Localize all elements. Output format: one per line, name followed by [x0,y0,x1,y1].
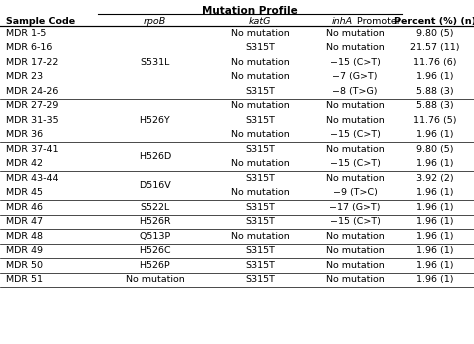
Text: No mutation: No mutation [326,275,384,284]
Text: MDR 1-5: MDR 1-5 [6,29,46,38]
Text: S315T: S315T [245,43,275,52]
Text: No mutation: No mutation [231,232,289,241]
Text: −8 (T>G): −8 (T>G) [332,87,378,96]
Text: 5.88 (3): 5.88 (3) [416,101,454,110]
Text: MDR 49: MDR 49 [6,246,43,255]
Text: No mutation: No mutation [231,72,289,81]
Text: −15 (C>T): −15 (C>T) [329,217,381,226]
Text: −15 (C>T): −15 (C>T) [329,130,381,139]
Text: −17 (G>T): −17 (G>T) [329,203,381,212]
Text: MDR 46: MDR 46 [6,203,43,212]
Text: D516V: D516V [139,181,171,190]
Text: 1.96 (1): 1.96 (1) [416,203,454,212]
Text: No mutation: No mutation [231,159,289,168]
Text: No mutation: No mutation [326,232,384,241]
Text: H526Y: H526Y [140,116,170,125]
Text: 1.96 (1): 1.96 (1) [416,72,454,81]
Text: Q513P: Q513P [139,232,171,241]
Text: MDR 27-29: MDR 27-29 [6,101,58,110]
Text: −15 (C>T): −15 (C>T) [329,159,381,168]
Text: Sample Code: Sample Code [6,17,75,26]
Text: MDR 42: MDR 42 [6,159,43,168]
Text: No mutation: No mutation [326,145,384,154]
Text: MDR 24-26: MDR 24-26 [6,87,58,96]
Text: 1.96 (1): 1.96 (1) [416,188,454,197]
Text: No mutation: No mutation [326,246,384,255]
Text: Mutation Profile: Mutation Profile [202,6,298,16]
Text: No mutation: No mutation [326,101,384,110]
Text: No mutation: No mutation [326,261,384,270]
Text: No mutation: No mutation [231,29,289,38]
Text: Promoter: Promoter [354,17,401,26]
Text: 9.80 (5): 9.80 (5) [416,145,454,154]
Text: S315T: S315T [245,261,275,270]
Text: MDR 48: MDR 48 [6,232,43,241]
Text: S315T: S315T [245,174,275,183]
Text: MDR 51: MDR 51 [6,275,43,284]
Text: S315T: S315T [245,116,275,125]
Text: inhA: inhA [332,17,353,26]
Text: No mutation: No mutation [326,174,384,183]
Text: S531L: S531L [140,58,170,67]
Text: MDR 36: MDR 36 [6,130,43,139]
Text: 1.96 (1): 1.96 (1) [416,159,454,168]
Text: S315T: S315T [245,246,275,255]
Text: 1.96 (1): 1.96 (1) [416,275,454,284]
Text: 1.96 (1): 1.96 (1) [416,217,454,226]
Text: H526R: H526R [139,217,171,226]
Text: S315T: S315T [245,275,275,284]
Text: Percent (%) (n): Percent (%) (n) [394,17,474,26]
Text: MDR 23: MDR 23 [6,72,43,81]
Text: S315T: S315T [245,217,275,226]
Text: MDR 17-22: MDR 17-22 [6,58,58,67]
Text: No mutation: No mutation [231,130,289,139]
Text: 3.92 (2): 3.92 (2) [416,174,454,183]
Text: No mutation: No mutation [326,29,384,38]
Text: MDR 37-41: MDR 37-41 [6,145,58,154]
Text: katG: katG [249,17,271,26]
Text: 5.88 (3): 5.88 (3) [416,87,454,96]
Text: MDR 43-44: MDR 43-44 [6,174,58,183]
Text: MDR 47: MDR 47 [6,217,43,226]
Text: MDR 6-16: MDR 6-16 [6,43,52,52]
Text: rpoB: rpoB [144,17,166,26]
Text: 1.96 (1): 1.96 (1) [416,232,454,241]
Text: S315T: S315T [245,203,275,212]
Text: H526P: H526P [140,261,170,270]
Text: 1.96 (1): 1.96 (1) [416,261,454,270]
Text: MDR 45: MDR 45 [6,188,43,197]
Text: 11.76 (6): 11.76 (6) [413,58,457,67]
Text: S315T: S315T [245,87,275,96]
Text: −7 (G>T): −7 (G>T) [332,72,378,81]
Text: No mutation: No mutation [326,43,384,52]
Text: MDR 50: MDR 50 [6,261,43,270]
Text: 1.96 (1): 1.96 (1) [416,246,454,255]
Text: 9.80 (5): 9.80 (5) [416,29,454,38]
Text: −9 (T>C): −9 (T>C) [333,188,377,197]
Text: No mutation: No mutation [231,188,289,197]
Text: No mutation: No mutation [326,116,384,125]
Text: No mutation: No mutation [126,275,184,284]
Text: MDR 31-35: MDR 31-35 [6,116,59,125]
Text: 21.57 (11): 21.57 (11) [410,43,460,52]
Text: −15 (C>T): −15 (C>T) [329,58,381,67]
Text: No mutation: No mutation [231,101,289,110]
Text: H526C: H526C [139,246,171,255]
Text: S315T: S315T [245,145,275,154]
Text: S522L: S522L [140,203,170,212]
Text: 1.96 (1): 1.96 (1) [416,130,454,139]
Text: No mutation: No mutation [231,58,289,67]
Text: H526D: H526D [139,152,171,161]
Text: 11.76 (5): 11.76 (5) [413,116,457,125]
